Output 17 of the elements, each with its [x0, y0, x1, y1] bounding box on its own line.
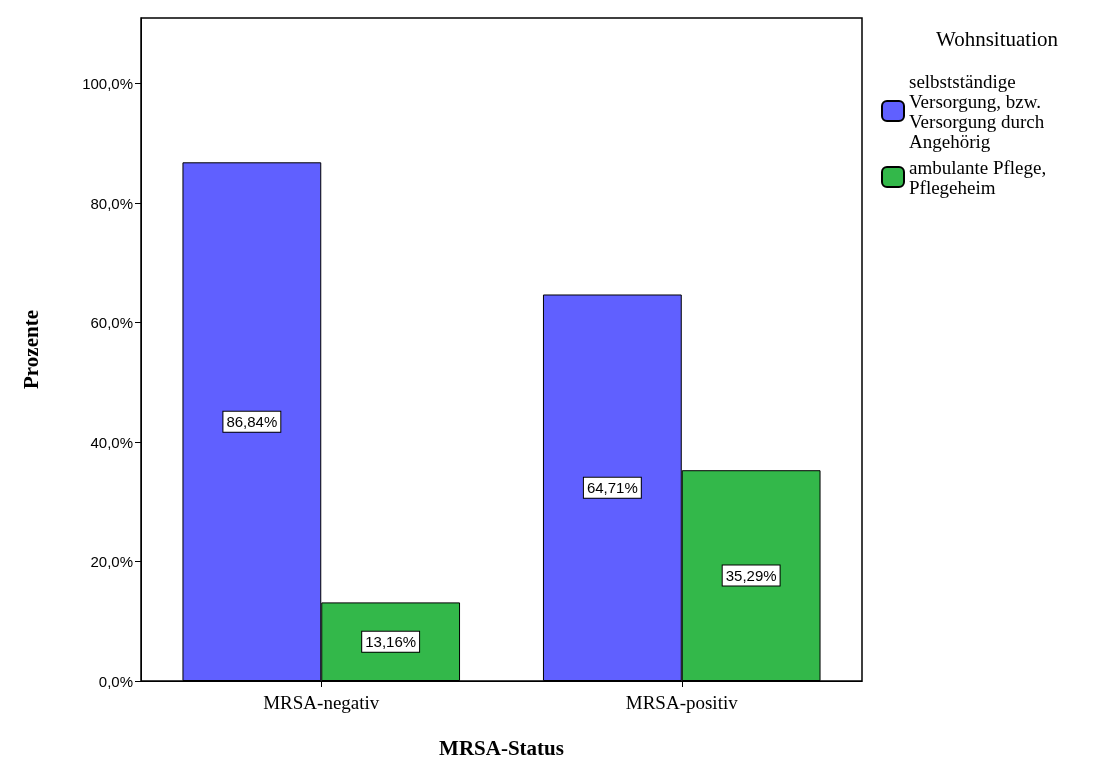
x-tick-label: MRSA-positiv	[625, 692, 739, 713]
y-tick-label: 0,0%	[98, 672, 133, 690]
y-tick-label: 80,0%	[90, 194, 133, 212]
data-label: 64,71%	[586, 479, 638, 497]
x-tick-label: MRSA-negativ	[263, 692, 380, 713]
data-label: 86,84%	[226, 413, 278, 431]
x-axis-title: MRSA-Status	[439, 735, 564, 760]
y-axis-title: Prozente	[18, 310, 43, 389]
y-tick-label: 60,0%	[90, 314, 133, 332]
y-tick-label: 40,0%	[90, 433, 133, 451]
data-label: 35,29%	[725, 567, 777, 585]
legend-title: Wohnsituation	[936, 26, 1059, 51]
legend-label: ambulante Pflege, Pflegeheim	[909, 156, 1051, 198]
y-tick-label: 100,0%	[82, 75, 133, 93]
data-label: 13,16%	[365, 633, 417, 651]
legend-label: selbstständige Versorgung, bzw. Versorgung durch Angehörig	[909, 70, 1050, 152]
y-tick-label: 20,0%	[90, 553, 133, 571]
